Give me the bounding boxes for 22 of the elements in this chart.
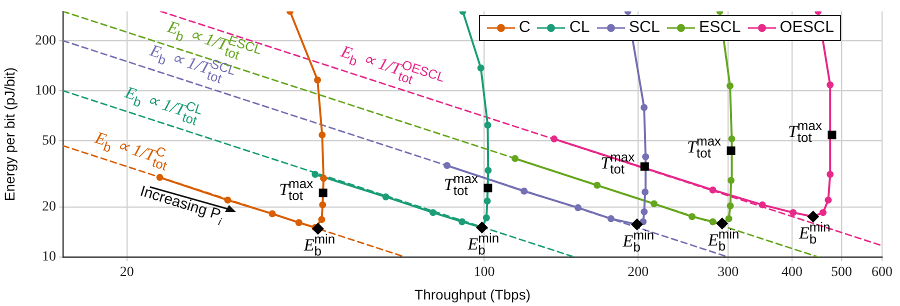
annotation: Eb ∝ 1/TtotCL bbox=[122, 82, 205, 128]
y-tick-label: 10 bbox=[42, 250, 56, 265]
x-tick-label: 200 bbox=[628, 265, 649, 280]
legend-label: ESCL bbox=[698, 19, 741, 37]
x-tick-label: 500 bbox=[831, 265, 852, 280]
y-tick-label: 50 bbox=[42, 133, 56, 148]
legend-label: C bbox=[518, 19, 530, 37]
x-axis-title: Throughput (Tbps) bbox=[414, 286, 530, 302]
x-tick-label: 600 bbox=[872, 265, 892, 280]
legend-label: OESCL bbox=[780, 19, 834, 37]
x-tick-label: 400 bbox=[781, 265, 802, 280]
x-tick-label: 300 bbox=[718, 265, 739, 280]
annotation: Eb ∝ 1/TtotC bbox=[92, 128, 170, 174]
legend-label: CL bbox=[569, 19, 590, 37]
y-tick-label: 100 bbox=[35, 83, 56, 98]
y-tick-label: 20 bbox=[42, 200, 56, 215]
x-tick-label: 100 bbox=[474, 265, 495, 280]
y-axis-title: Energy per bit (pJ/bit) bbox=[1, 67, 18, 202]
y-tick-label: 200 bbox=[35, 33, 56, 48]
x-tick-label: 20 bbox=[120, 265, 134, 280]
legend-label: SCL bbox=[628, 19, 660, 37]
annotation: Eb ∝ 1/TtotOESCL bbox=[338, 41, 447, 88]
